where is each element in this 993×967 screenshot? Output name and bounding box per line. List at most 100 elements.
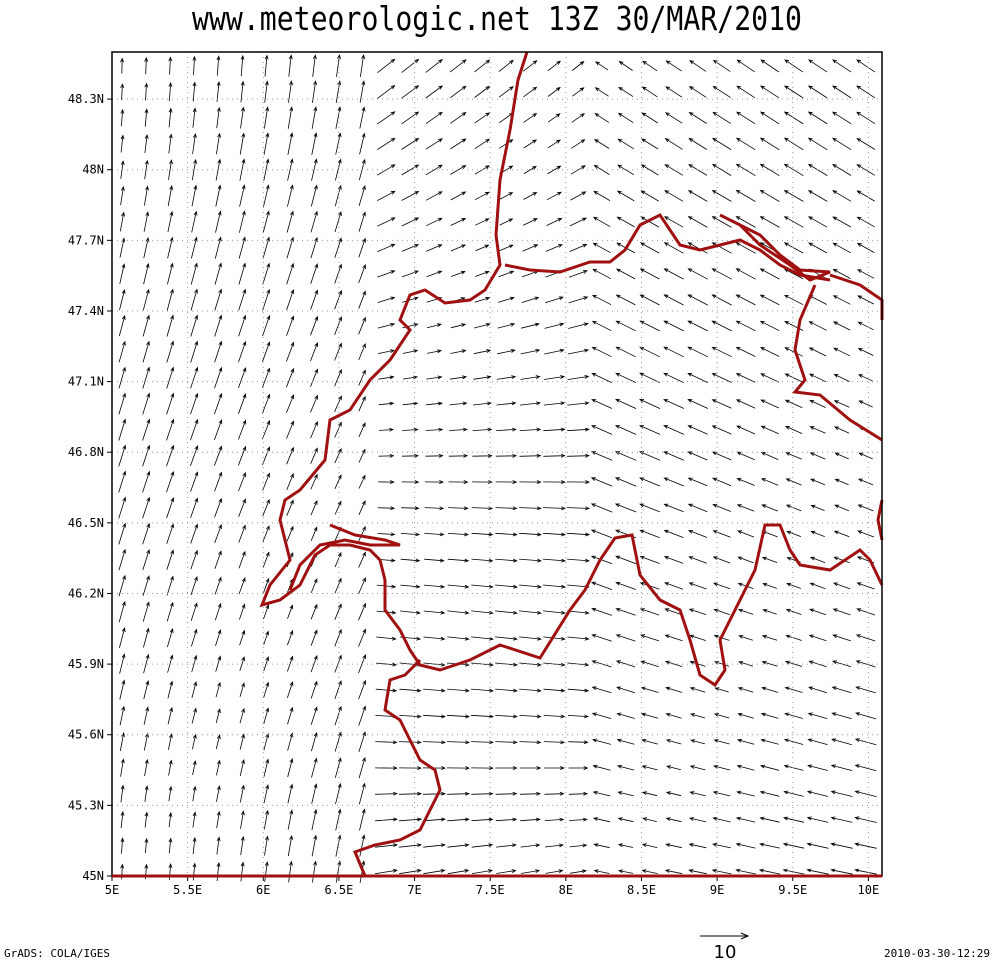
- wind-arrow: [215, 210, 222, 233]
- wind-arrow: [334, 551, 342, 568]
- wind-arrow: [759, 294, 780, 306]
- wind-arrow: [830, 790, 853, 797]
- wind-arrow: [471, 610, 494, 615]
- wind-arrow: [311, 106, 318, 129]
- wind-arrow: [759, 320, 780, 332]
- wind-arrow: [335, 80, 342, 103]
- wind-arrow: [310, 526, 318, 541]
- wind-arrow: [239, 682, 245, 697]
- x-tick-label: 5E: [105, 883, 119, 897]
- wind-arrow: [735, 816, 756, 823]
- wind-arrow: [617, 817, 634, 823]
- wind-arrow: [520, 375, 541, 380]
- wind-arrow: [310, 499, 318, 516]
- wind-arrow: [400, 610, 421, 615]
- wind-arrow: [759, 268, 780, 280]
- wind-arrow: [856, 190, 875, 202]
- wind-arrow: [785, 634, 802, 641]
- wind-arrow: [263, 809, 269, 830]
- wind-arrow: [475, 244, 490, 252]
- wind-arrow: [358, 602, 366, 621]
- wind-arrow: [712, 59, 731, 72]
- wind-arrow: [192, 811, 197, 828]
- wind-arrow: [664, 164, 684, 176]
- wind-arrow: [687, 477, 708, 487]
- wind-arrow: [762, 609, 777, 615]
- wind-arrow: [238, 419, 247, 440]
- wind-arrow: [190, 602, 198, 621]
- wind-arrow: [119, 288, 126, 311]
- wind-arrow: [214, 288, 222, 311]
- wind-arrow: [215, 733, 221, 750]
- wind-arrow: [687, 320, 708, 332]
- wind-arrow: [735, 842, 756, 849]
- wind-arrow: [590, 555, 613, 565]
- wind-arrow: [190, 471, 199, 492]
- wind-arrow: [713, 739, 730, 745]
- borders: [259, 51, 884, 877]
- wind-arrow: [425, 191, 443, 201]
- wind-arrow: [262, 236, 270, 259]
- wind-arrow: [786, 582, 802, 589]
- wind-arrow: [312, 54, 317, 77]
- wind-arrow: [519, 532, 542, 537]
- wind-arrow: [591, 399, 613, 409]
- wind-arrow: [358, 551, 366, 568]
- wind-arrow: [639, 503, 661, 513]
- wind-arrow: [808, 242, 828, 254]
- wind-arrow: [190, 366, 199, 389]
- wind-arrow: [287, 106, 294, 129]
- wind-arrow: [615, 346, 636, 358]
- wind-arrow: [523, 86, 538, 98]
- x-tick-label: 6.5E: [324, 883, 353, 897]
- wind-arrow: [215, 629, 222, 647]
- wind-arrow: [568, 740, 589, 745]
- wind-arrow: [240, 810, 245, 829]
- wind-arrow: [495, 480, 518, 484]
- wind-arrow: [263, 656, 269, 672]
- wind-arrow: [334, 731, 342, 752]
- wind-arrow: [783, 242, 804, 254]
- wind-arrow: [377, 506, 396, 511]
- wind-arrow: [359, 808, 366, 831]
- wind-arrow: [376, 636, 397, 641]
- wind-arrow: [615, 398, 637, 409]
- wind-arrow: [567, 375, 590, 380]
- wind-arrow: [471, 506, 494, 511]
- wind-arrow: [334, 628, 342, 647]
- wind-arrow: [287, 604, 294, 619]
- wind-arrow: [240, 54, 245, 77]
- wind-arrow: [711, 399, 732, 409]
- wind-arrow: [809, 426, 826, 434]
- wind-arrow: [214, 314, 223, 337]
- wind-arrow: [639, 477, 661, 487]
- wind-arrow: [546, 217, 563, 226]
- wind-arrow: [855, 634, 876, 642]
- wind-arrow: [639, 320, 660, 332]
- wind-arrow: [425, 427, 444, 432]
- wind-arrow: [360, 54, 365, 77]
- wind-arrow: [808, 59, 828, 73]
- wind-arrow: [591, 686, 612, 694]
- wind-arrow: [689, 713, 706, 719]
- wind-arrow: [663, 399, 685, 409]
- x-tick-label: 9E: [710, 883, 724, 897]
- wind-arrow: [856, 111, 876, 125]
- wind-arrow: [216, 785, 221, 802]
- wind-arrow: [640, 712, 659, 719]
- wind-arrow: [759, 790, 780, 797]
- wind-arrow: [640, 660, 659, 668]
- wind-arrow: [264, 861, 269, 882]
- wind-arrow: [239, 132, 246, 155]
- wind-arrow: [167, 210, 174, 233]
- wind-arrow: [447, 636, 470, 641]
- wind-arrow: [566, 506, 591, 511]
- wind-arrow: [520, 817, 541, 822]
- wind-arrow: [216, 861, 221, 882]
- wind-arrow: [736, 451, 755, 461]
- wind-arrow: [761, 556, 778, 563]
- wind-arrow: [216, 836, 221, 855]
- wind-arrow: [688, 111, 707, 124]
- wind-arrow: [567, 688, 590, 693]
- wind-arrow: [854, 790, 877, 797]
